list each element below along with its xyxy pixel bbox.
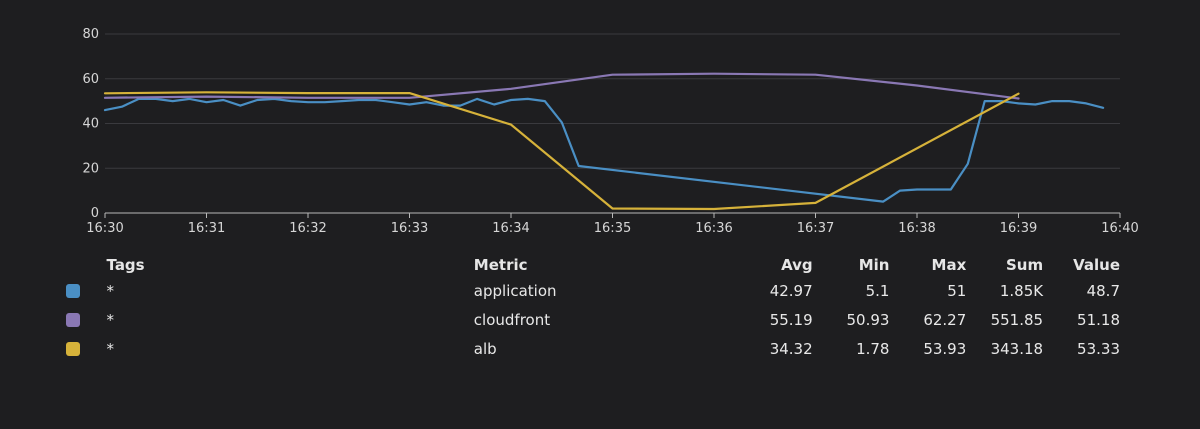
metric-cell: cloudfront bbox=[473, 310, 551, 329]
legend-row-application[interactable]: * application 42.97 5.1 51 1.85K 48.7 bbox=[56, 276, 1120, 305]
metric-header[interactable]: Metric bbox=[473, 256, 528, 274]
avg-cell: 55.19 bbox=[769, 310, 813, 329]
max-cell: 62.27 bbox=[923, 310, 967, 329]
sum-header[interactable]: Sum bbox=[1005, 256, 1044, 274]
value-cell: 51.18 bbox=[1077, 310, 1120, 329]
x-tick-label: 16:34 bbox=[492, 221, 529, 236]
x-tick-label: 16:35 bbox=[594, 221, 631, 236]
value-cell: 53.33 bbox=[1077, 339, 1120, 358]
value-header[interactable]: Value bbox=[1073, 256, 1120, 274]
max-cell: 51 bbox=[947, 281, 967, 300]
tag-cell: * bbox=[106, 281, 115, 300]
series-line-alb bbox=[103, 91, 1020, 211]
x-tick-label: 16:36 bbox=[695, 221, 732, 236]
avg-cell: 34.32 bbox=[769, 339, 813, 358]
max-cell: 53.93 bbox=[923, 339, 967, 358]
metric-cell: application bbox=[473, 281, 557, 300]
x-tick-label: 16:32 bbox=[289, 221, 326, 236]
legend-table: Tags Metric Avg Min Max Sum Value * appl… bbox=[56, 254, 1120, 363]
x-tick-label: 16:40 bbox=[1101, 221, 1138, 236]
tag-cell: * bbox=[106, 310, 115, 329]
x-tick-label: 16:30 bbox=[86, 221, 123, 236]
y-tick-label: 40 bbox=[82, 117, 99, 132]
sum-cell: 551.85 bbox=[990, 310, 1044, 329]
x-tick-label: 16:38 bbox=[898, 221, 935, 236]
y-tick-label: 80 bbox=[82, 27, 99, 42]
metric-cell: alb bbox=[473, 339, 497, 358]
tag-cell: * bbox=[106, 339, 115, 358]
min-cell: 1.78 bbox=[856, 339, 890, 358]
min-header[interactable]: Min bbox=[858, 256, 890, 274]
min-cell: 5.1 bbox=[865, 281, 890, 300]
y-tick-label: 0 bbox=[91, 206, 99, 221]
series-color-swatch[interactable] bbox=[66, 313, 80, 327]
series-color-swatch[interactable] bbox=[66, 284, 80, 298]
max-header[interactable]: Max bbox=[931, 256, 967, 274]
avg-cell: 42.97 bbox=[769, 281, 813, 300]
swatch-header bbox=[56, 254, 107, 276]
series-color-swatch[interactable] bbox=[66, 342, 80, 356]
legend-row-cloudfront[interactable]: * cloudfront 55.19 50.93 62.27 551.85 51… bbox=[56, 305, 1120, 334]
x-tick-label: 16:39 bbox=[1000, 221, 1037, 236]
min-cell: 50.93 bbox=[846, 310, 890, 329]
sum-cell: 343.18 bbox=[990, 339, 1044, 358]
line-chart: 0 20 40 60 80 16:30 16:31 16:32 16:33 16:34 16:35 1… bbox=[82, 27, 1138, 236]
series-line-application bbox=[103, 97, 1105, 203]
y-tick-label: 60 bbox=[82, 72, 99, 87]
tags-header[interactable]: Tags bbox=[106, 256, 145, 274]
value-cell: 48.7 bbox=[1086, 281, 1120, 300]
legend-header-row: Tags Metric Avg Min Max Sum Value bbox=[56, 254, 1120, 276]
sum-cell: 1.85K bbox=[999, 281, 1044, 300]
series-line-cloudfront bbox=[103, 72, 1020, 100]
avg-header[interactable]: Avg bbox=[781, 256, 813, 274]
x-tick-label: 16:37 bbox=[797, 221, 834, 236]
y-tick-label: 20 bbox=[82, 161, 99, 176]
legend-row-alb[interactable]: * alb 34.32 1.78 53.93 343.18 53.33 bbox=[56, 334, 1120, 363]
x-tick-label: 16:33 bbox=[391, 221, 428, 236]
x-tick-label: 16:31 bbox=[188, 221, 225, 236]
